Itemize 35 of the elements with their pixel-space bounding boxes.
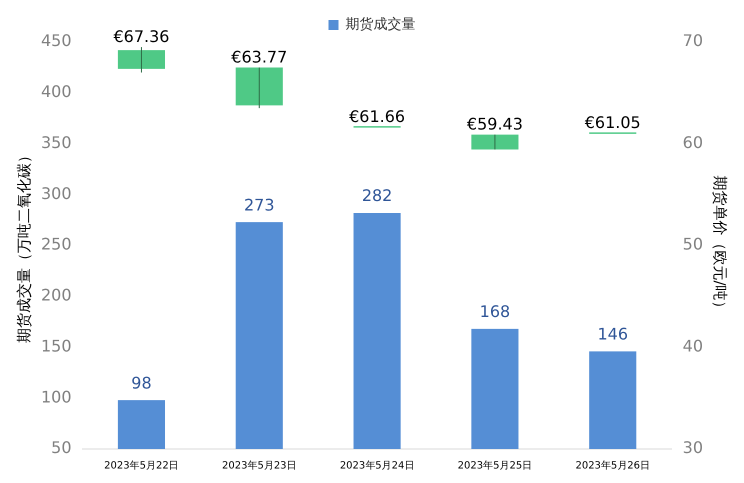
data-label: 98 — [131, 373, 152, 392]
y-tick-label: 150 — [40, 336, 72, 356]
y-tick-label: 100 — [40, 387, 72, 406]
x-tick-label: 2023年5月22日 — [104, 460, 179, 472]
y-tick-label: 350 — [40, 132, 72, 152]
text: €61.66 — [349, 107, 406, 126]
x-tick-label: 2023年5月24日 — [340, 460, 414, 472]
text: €61.05 — [584, 113, 641, 132]
y-tick-label: 450 — [40, 31, 72, 50]
text: €63.77 — [231, 48, 288, 67]
y2-tick-label: 60 — [682, 132, 703, 152]
data-label: 146 — [597, 324, 628, 344]
y-tick-label: 200 — [40, 286, 72, 305]
data-label: 282 — [362, 186, 392, 206]
x-tick-label: 2023年5月25日 — [458, 460, 532, 472]
y-tick-label: 250 — [40, 234, 72, 254]
y-tick-label: 300 — [40, 184, 72, 203]
legend-label: 期货成交量 — [346, 16, 416, 33]
candlestick — [118, 46, 166, 74]
y2-tick-label: 70 — [682, 31, 703, 50]
text: €59.43 — [466, 114, 523, 134]
x-tick-label: 2023年5月26日 — [575, 460, 650, 472]
x-tick-label: 2023年5月23日 — [222, 460, 297, 472]
y2-axis-title: 期货单价（欧元/吨） — [711, 175, 730, 316]
y2-tick-label: 40 — [682, 336, 703, 356]
text: €67.36 — [113, 27, 170, 46]
y2-tick-label: 30 — [682, 438, 703, 458]
y-tick-label: 50 — [51, 438, 72, 458]
data-label: 273 — [244, 195, 275, 214]
y-axis-title: 期货成交量（万吨二氧化碳） — [14, 148, 33, 343]
candlestick — [236, 66, 283, 109]
y2-tick-label: 50 — [682, 234, 703, 254]
data-label: 168 — [480, 302, 510, 322]
candlestick — [471, 134, 518, 150]
y-tick-label: 400 — [40, 82, 72, 102]
